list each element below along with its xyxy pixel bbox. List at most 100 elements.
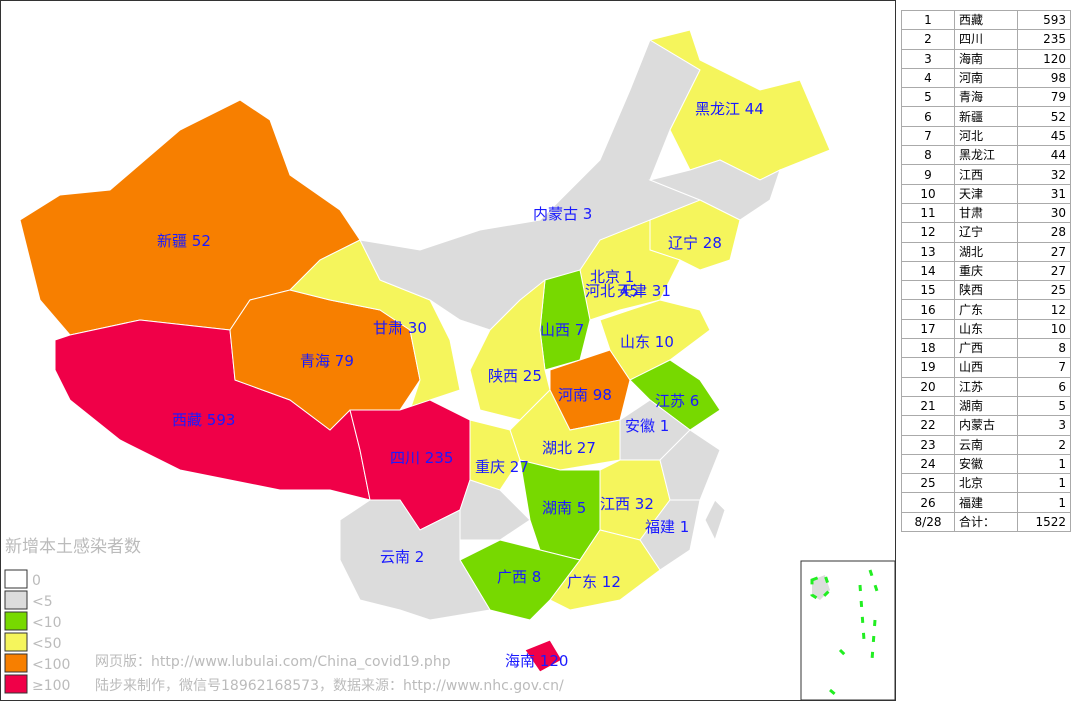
province: [469, 278, 551, 421]
province-name: 西藏: [172, 411, 202, 429]
province-label: 海南 120: [505, 652, 568, 670]
table-cell: 江苏: [954, 376, 1018, 397]
table-cell: 合计：: [954, 511, 1018, 533]
table-cell: 20: [901, 376, 955, 397]
province-label: 辽宁 28: [668, 234, 722, 252]
province-label: 北京 1: [590, 268, 634, 286]
province-value: 1: [660, 417, 670, 435]
province-name: 河北: [585, 282, 615, 300]
table-cell: 8/28: [901, 511, 955, 533]
table-cell: 9: [901, 164, 955, 185]
province-value: 98: [593, 386, 612, 404]
province-value: 45: [620, 282, 639, 300]
province-label: 河南 98: [558, 386, 612, 404]
table-row: 3 海南 120: [901, 48, 1071, 69]
table-cell: 10: [901, 183, 955, 204]
table-cell: 黑龙江: [954, 145, 1018, 166]
legend-swatch: [4, 632, 28, 652]
inset: [800, 560, 896, 701]
province-value: 52: [192, 232, 211, 250]
table-cell: 21: [901, 395, 955, 417]
province-label: 西藏 593: [172, 411, 235, 429]
table-cell: 安徽: [954, 453, 1018, 475]
table-cell: 青海: [954, 87, 1018, 108]
province-name: 陕西: [488, 367, 518, 385]
table-cell: 17: [901, 318, 955, 340]
province-label: 江西 32: [600, 495, 654, 513]
table-cell: 23: [901, 434, 955, 455]
province-value: 12: [602, 573, 621, 591]
province-value: 27: [510, 458, 529, 476]
province-name: 甘肃: [373, 319, 403, 337]
province-name: 内蒙古: [533, 205, 578, 223]
province-value: 3: [583, 205, 593, 223]
table-row: 17 山东 10: [901, 318, 1071, 340]
province-label: 甘肃 30: [373, 319, 427, 337]
table-row: 25 北京 1: [901, 473, 1071, 494]
table-row: 8 黑龙江 44: [901, 145, 1071, 166]
table-cell: 广西: [954, 338, 1018, 359]
table-cell: 26: [901, 492, 955, 513]
province: [549, 529, 661, 611]
province-value: 593: [207, 411, 236, 429]
regions: [19, 29, 831, 673]
province-value: 27: [577, 439, 596, 457]
province-value: 44: [745, 100, 764, 118]
table-cell: 2: [1017, 434, 1071, 455]
table-cell: 5: [1017, 395, 1071, 417]
table-cell: 24: [901, 453, 955, 475]
province-value: 32: [635, 495, 654, 513]
province-name: 湖南: [542, 499, 572, 517]
province-label: 湖南 5: [542, 499, 586, 517]
province: [659, 429, 721, 501]
table-cell: 北京: [954, 473, 1018, 494]
table-cell: 11: [901, 202, 955, 224]
table-cell: 4: [901, 67, 955, 89]
table-cell: 8: [1017, 338, 1071, 359]
credit: 网页版：http://www.lubulai.com/China_covid19…: [95, 654, 451, 670]
table-cell: 22: [901, 415, 955, 436]
province-label: 山东 10: [620, 333, 674, 351]
table-cell: 1: [1017, 492, 1071, 513]
legend-label: <50: [32, 636, 62, 652]
province-name: 天津: [617, 282, 647, 300]
province-name: 湖北: [542, 439, 572, 457]
table-cell: 25: [901, 473, 955, 494]
province-name: 重庆: [475, 458, 505, 476]
table-cell: 湖北: [954, 241, 1018, 262]
table-cell: 1: [901, 9, 955, 31]
table-cell: 3: [1017, 415, 1071, 436]
legend-label: <5: [32, 594, 53, 610]
province-value: 31: [652, 282, 671, 300]
table-row: 8/28 合计： 1522: [901, 511, 1071, 533]
table-cell: 10: [1017, 318, 1071, 340]
table-cell: 7: [1017, 357, 1071, 378]
province-value: 1: [680, 518, 690, 536]
table-cell: 新疆: [954, 106, 1018, 127]
table-cell: 32: [1017, 164, 1071, 185]
province-label: 福建 1: [645, 518, 689, 536]
province-name: 辽宁: [668, 234, 698, 252]
province-label: 广东 12: [567, 573, 621, 591]
table-cell: 1: [1017, 453, 1071, 475]
table-cell: 天津: [954, 183, 1018, 204]
table-cell: 内蒙古: [954, 415, 1018, 436]
legend-swatch: [4, 611, 28, 631]
province: [579, 219, 681, 321]
table-cell: 山西: [954, 357, 1018, 378]
province-name: 河南: [558, 386, 588, 404]
table-cell: 18: [901, 338, 955, 359]
legend: 0 <5 <10 <50 <100 ≥100: [4, 569, 70, 694]
table-cell: 云南: [954, 434, 1018, 455]
province-label: 新疆 52: [157, 232, 211, 250]
table-cell: 海南: [954, 48, 1018, 69]
table-cell: 3: [901, 48, 955, 69]
table-cell: 30: [1017, 202, 1071, 224]
province-label: 四川 235: [390, 449, 453, 467]
table-cell: 1: [1017, 473, 1071, 494]
table-cell: 7: [901, 125, 955, 147]
legend-label: ≥100: [32, 678, 70, 694]
table-cell: 98: [1017, 67, 1071, 89]
table-cell: 19: [901, 357, 955, 378]
table-row: 14 重庆 27: [901, 260, 1071, 282]
